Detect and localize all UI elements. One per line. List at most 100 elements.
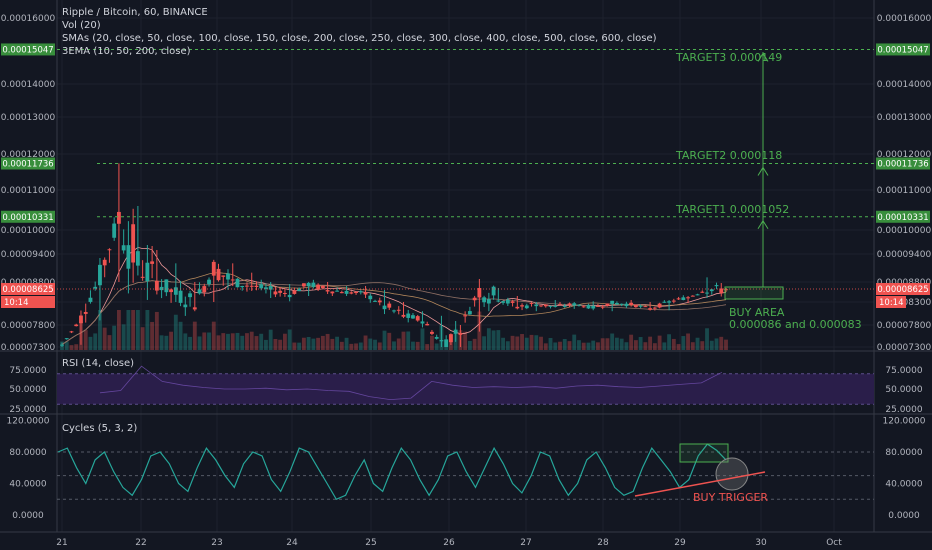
candle-body-82: [448, 334, 453, 343]
candle-body-90: [486, 299, 491, 304]
volume-bar-38: [240, 335, 245, 350]
candle-body-124: [648, 308, 653, 310]
candle-body-99: [529, 302, 534, 304]
price-tick-right-3: 0.00012000: [877, 150, 932, 160]
price-tick-right-1: 0.00014000: [877, 80, 932, 90]
candle-body-75: [415, 316, 420, 321]
candle-body-108: [572, 303, 577, 306]
rsi-panel: 75.0000 75.0000 50.0000 50.0000 25.0000 25.00…: [9, 365, 923, 415]
candle-body-6: [88, 297, 93, 302]
cycles-tick-right-2: 40.0000: [885, 480, 922, 490]
volume-bar-59: [339, 341, 344, 350]
candle-body-22: [164, 279, 169, 293]
buy-area-box: [724, 286, 784, 300]
volume-bar-128: [667, 334, 672, 350]
volume-bar-96: [515, 336, 520, 350]
volume-bar-42: [259, 333, 264, 350]
price-tick-left-5: 0.00010000: [1, 226, 56, 236]
volume-bar-23: [169, 331, 174, 350]
volume-bar-73: [406, 331, 411, 350]
cycles-highlight-box: [679, 443, 729, 463]
volume-bar-72: [401, 331, 406, 350]
volume-bar-17: [140, 327, 145, 350]
candle-body-107: [567, 303, 572, 306]
volume-bar-51: [301, 337, 306, 350]
candle-body-23: [169, 289, 174, 293]
candle-body-79: [434, 336, 439, 339]
time-tick-8: 29: [674, 538, 686, 548]
volume-bar-112: [591, 340, 596, 350]
volume-bar-26: [183, 333, 188, 350]
candle-body-74: [411, 315, 415, 319]
candle-body-102: [543, 304, 548, 307]
candle-body-67: [377, 300, 382, 303]
volume-bar-47: [282, 333, 287, 350]
volume-bar-132: [686, 333, 690, 350]
volume-bar-18: [145, 310, 150, 350]
candle-body-98: [524, 305, 529, 309]
volume-bar-12: [116, 310, 121, 350]
candle-body-103: [548, 305, 553, 307]
candle-body-111: [586, 305, 591, 309]
candle-body-48: [287, 294, 292, 298]
candle-body-87: [472, 297, 477, 301]
volume-bar-76: [420, 328, 425, 350]
volume-bar-93: [501, 337, 506, 350]
volume-bar-79: [434, 343, 439, 350]
volume-bar-10: [107, 335, 112, 350]
price-tick-left-4: 0.00011000: [1, 186, 56, 196]
candle-body-13: [121, 245, 126, 251]
rsi-tick-right-0: 75.0000: [885, 366, 922, 376]
price-tick-right-9: 0.00007800: [877, 321, 932, 331]
volume-bar-69: [387, 332, 392, 350]
candle-body-101: [539, 305, 543, 307]
candle-body-83: [453, 330, 458, 334]
candle-body-139: [719, 288, 724, 294]
candle-body-129: [671, 300, 676, 302]
candle-body-29: [197, 289, 202, 294]
candle-body-123: [643, 306, 648, 308]
volume-bar-120: [629, 334, 634, 350]
volume-bar-22: [164, 335, 169, 350]
candle-body-68: [382, 305, 387, 310]
candle-body-130: [676, 298, 681, 300]
volume-bar-104: [553, 342, 558, 350]
volume-bar-39: [245, 333, 249, 350]
volume-bar-74: [411, 341, 415, 350]
price-tag-left-label-4: 10:14: [4, 298, 29, 308]
volume-bar-86: [467, 340, 472, 350]
volume-bar-41: [254, 336, 259, 350]
candle-body-120: [629, 302, 634, 305]
volume-bar-118: [619, 338, 624, 350]
candle-body-132: [686, 297, 690, 299]
volume-bar-129: [671, 338, 676, 350]
price-tick-right-6: 0.00009400: [877, 250, 932, 260]
candle-body-69: [387, 303, 392, 308]
candle-body-136: [705, 292, 709, 294]
candle-body-62: [354, 291, 358, 294]
time-tick-7: 28: [597, 538, 609, 548]
candle-body-58: [335, 290, 340, 292]
time-tick-1: 22: [135, 538, 146, 548]
volume-bar-105: [558, 341, 562, 350]
volume-bar-40: [249, 331, 254, 350]
volume-bar-25: [178, 321, 183, 350]
volume-bar-103: [548, 337, 553, 350]
candle-body-91: [491, 286, 496, 296]
candle-body-2: [69, 331, 74, 333]
volume-bar-35: [226, 333, 230, 350]
price-tick-right-4: 0.00011000: [877, 186, 932, 196]
price-tick-left-9: 0.00007800: [1, 321, 56, 331]
candle-body-100: [534, 304, 539, 307]
candle-body-125: [652, 307, 657, 309]
price-tag-left-3: [1, 283, 55, 295]
volume-bar-122: [638, 337, 643, 350]
volume-bar-53: [311, 338, 316, 350]
candle-body-25: [178, 290, 183, 303]
candle-body-61: [349, 292, 354, 294]
price-tick-right-5: 0.00010000: [877, 226, 932, 236]
candle-body-121: [633, 304, 638, 308]
candle-body-114: [600, 306, 605, 308]
candle-body-4: [79, 315, 83, 324]
